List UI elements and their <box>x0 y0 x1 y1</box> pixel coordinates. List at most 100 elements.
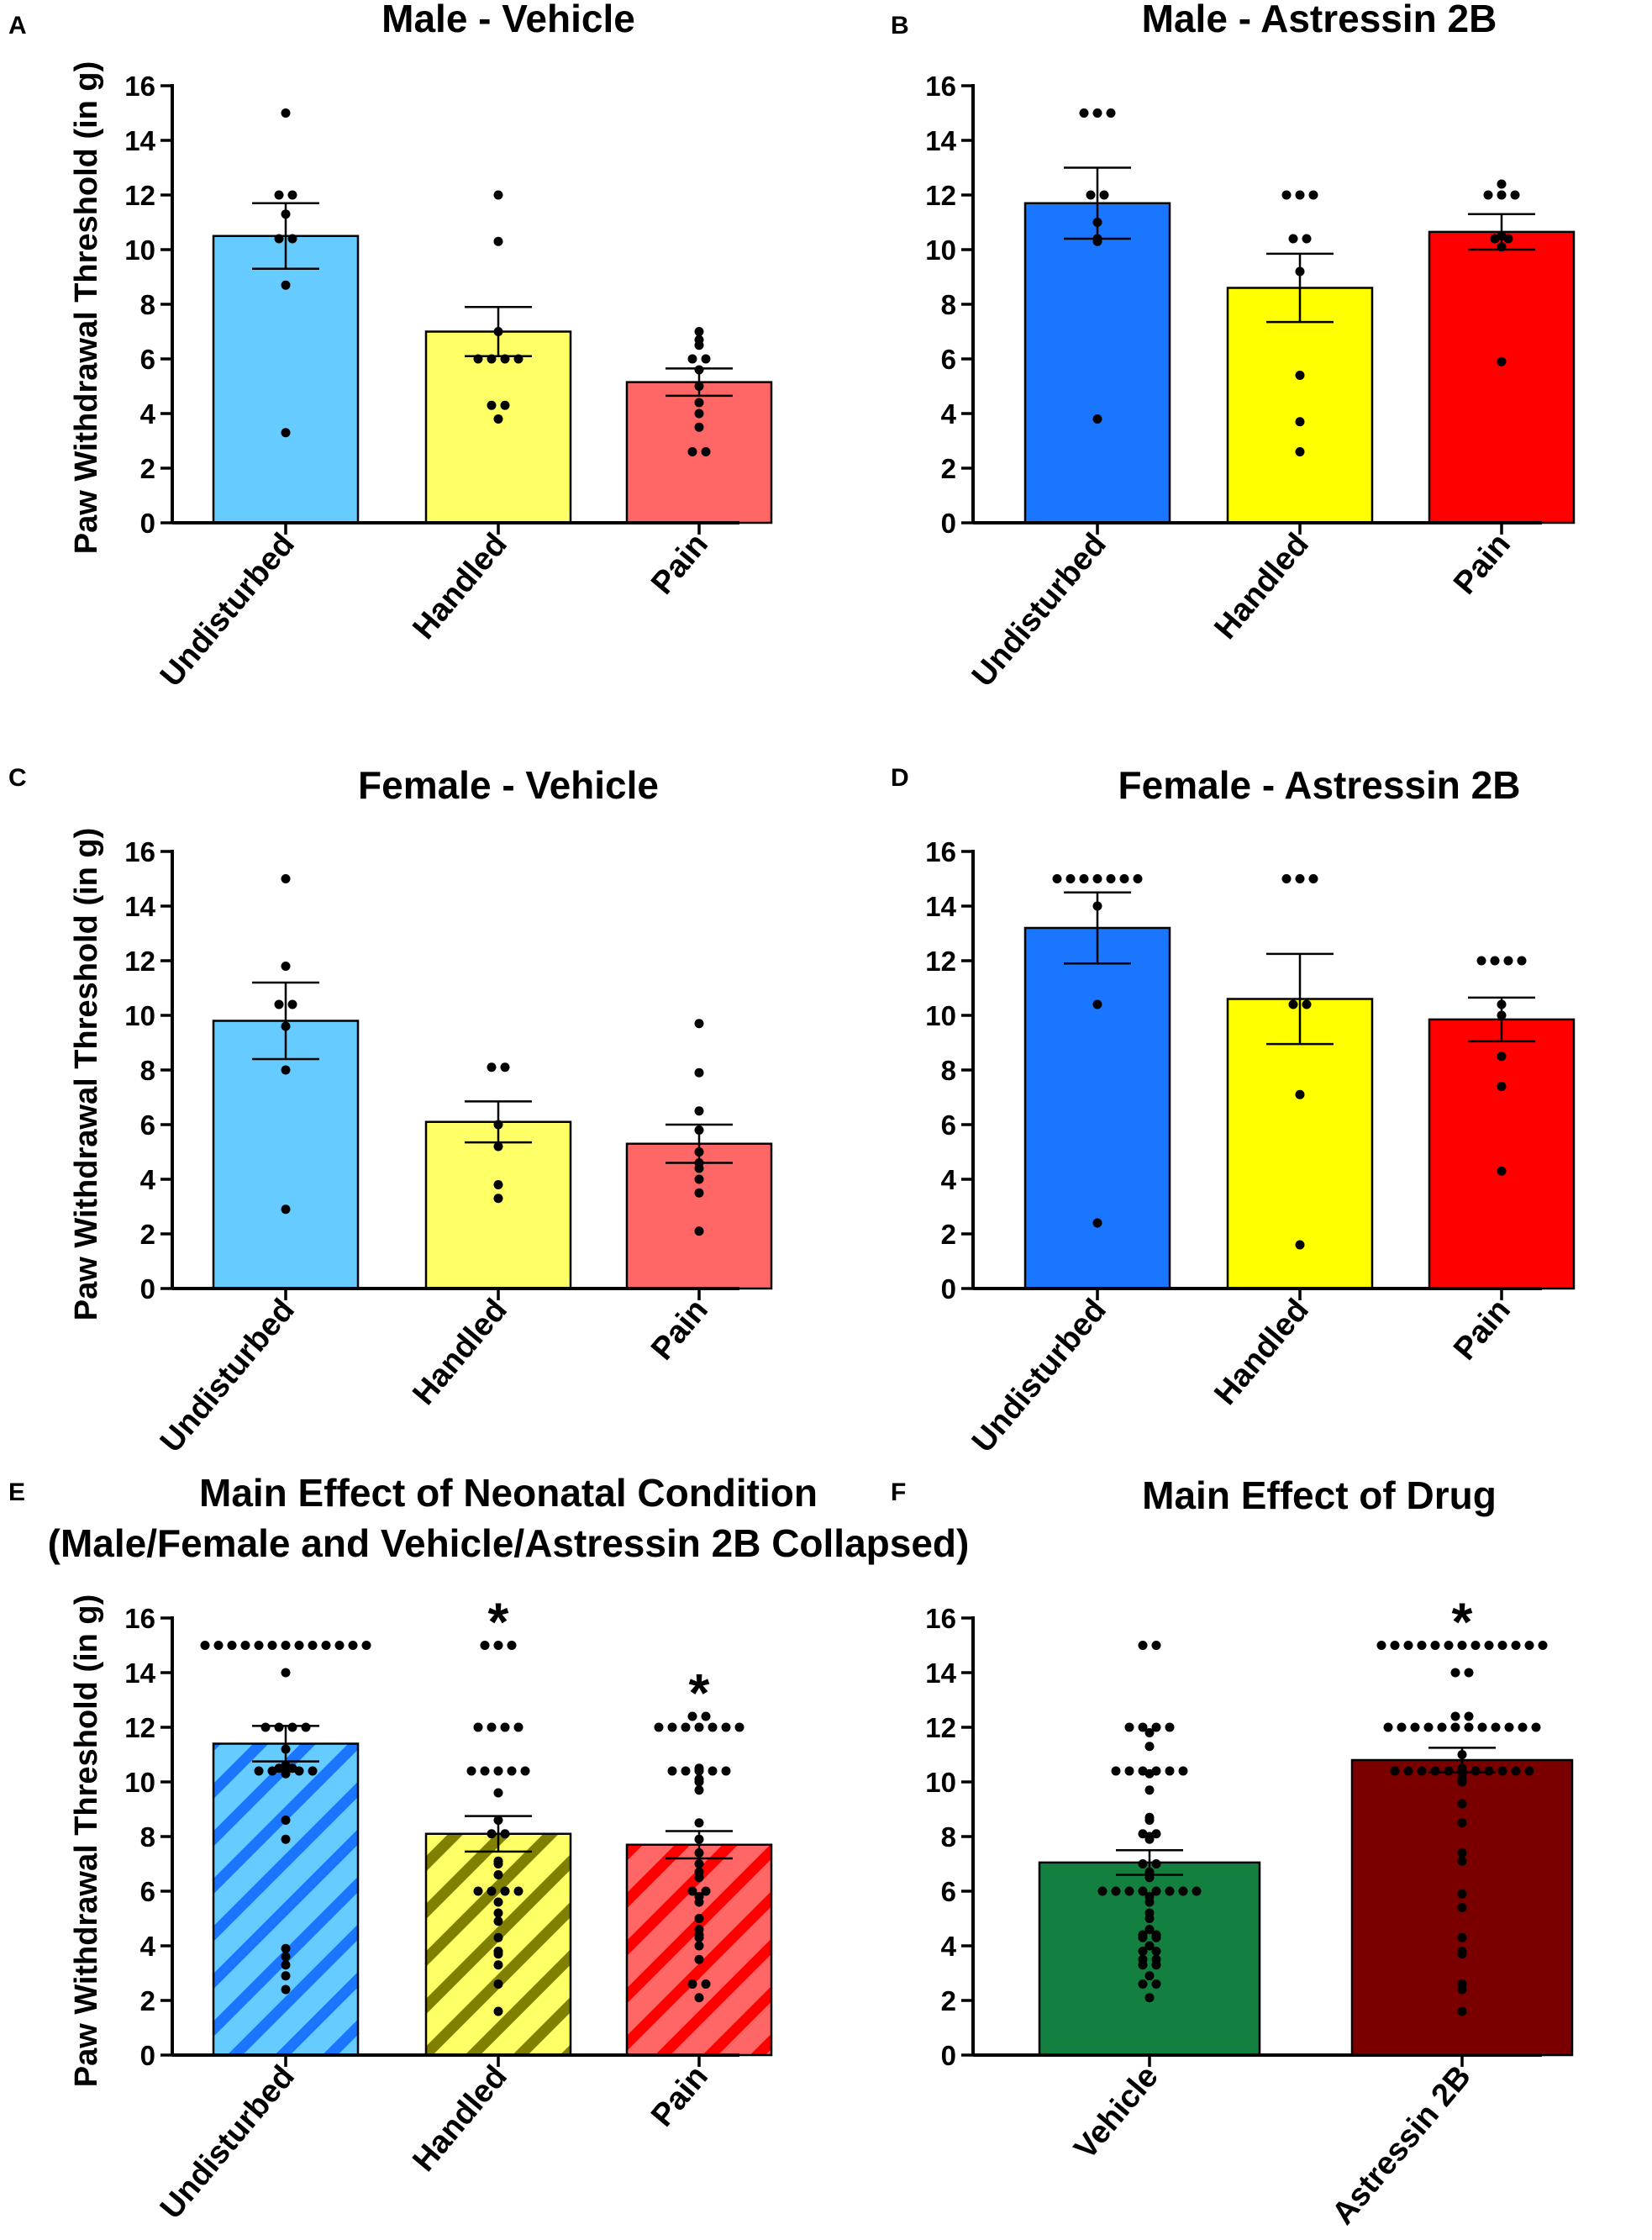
data-point <box>493 236 503 246</box>
y-tick-label: 4 <box>140 398 156 430</box>
data-point <box>1457 1799 1467 1809</box>
data-point <box>1403 1766 1413 1776</box>
data-point <box>493 1908 503 1918</box>
data-point <box>1503 234 1513 244</box>
data-point <box>1165 1722 1175 1732</box>
data-point <box>287 190 297 200</box>
x-category-label-pain: Pain <box>644 527 715 601</box>
data-point <box>1450 1668 1460 1678</box>
data-point <box>1464 1711 1474 1721</box>
data-point <box>1503 956 1513 966</box>
panel-letter-f: F <box>891 1478 906 1506</box>
plot-area-e: 0 2 4 6 8 10 12 14 16 Undisturbed Handled Pain * * <box>124 1592 773 2226</box>
data-point <box>1106 874 1116 883</box>
y-tick-label: 16 <box>925 836 956 867</box>
data-point <box>694 1914 704 1923</box>
data-point <box>1484 1766 1494 1776</box>
data-point <box>694 1873 704 1883</box>
plot-area-c: 0 2 4 6 8 10 12 14 16 Undisturbed Handled Pain <box>124 836 773 1459</box>
data-point <box>701 447 711 456</box>
data-point <box>708 1722 718 1732</box>
data-point <box>1144 1993 1155 2003</box>
data-point <box>694 1188 704 1198</box>
bar-undisturbed <box>212 1742 360 2057</box>
data-point <box>667 1766 677 1776</box>
data-point <box>1497 1641 1507 1650</box>
data-point <box>1065 874 1076 883</box>
data-point <box>1138 1722 1148 1732</box>
y-tick-label: 14 <box>124 1658 155 1689</box>
chart-title-c: Female - Vehicle <box>358 763 659 807</box>
data-point <box>1144 1728 1155 1737</box>
data-point <box>1308 190 1318 200</box>
data-point <box>1308 874 1318 883</box>
data-point <box>1178 1886 1188 1896</box>
data-point <box>1524 1766 1534 1776</box>
data-point <box>1151 1859 1161 1868</box>
data-point <box>1477 1722 1487 1732</box>
data-point <box>1430 1766 1440 1776</box>
y-tick-label: 12 <box>124 946 155 977</box>
data-point <box>493 1897 503 1907</box>
data-point <box>281 1668 291 1678</box>
data-point <box>687 1886 697 1896</box>
data-point <box>1086 190 1096 200</box>
y-tick-label: 10 <box>925 235 956 266</box>
data-point <box>687 1979 697 1989</box>
data-point <box>493 1960 503 1970</box>
y-tick-label: 8 <box>140 1055 155 1086</box>
data-point <box>493 190 503 200</box>
bar-undisturbed <box>212 1020 360 1290</box>
panel-letter-b: B <box>891 12 909 40</box>
y-tick-label: 4 <box>941 1931 957 1962</box>
data-point <box>694 1954 704 1964</box>
y-tick-label: 16 <box>925 71 956 102</box>
x-category-label-handled: Handled <box>1207 1293 1316 1412</box>
data-point <box>1444 1766 1454 1776</box>
chart-title-e: Main Effect of Neonatal Condition <box>199 1471 818 1515</box>
data-point <box>321 1641 331 1650</box>
y-tick-label: 4 <box>140 1931 156 1962</box>
data-point <box>701 1979 711 1989</box>
data-point <box>513 1886 523 1896</box>
data-point <box>1144 1897 1155 1907</box>
panel-f: F Main Effect of Drug 0 2 4 6 8 10 12 14 16 Vehic… <box>891 1473 1574 2232</box>
data-point <box>694 398 704 408</box>
y-tick-label: 0 <box>941 1273 956 1304</box>
data-point <box>480 1641 490 1650</box>
y-tick-label: 8 <box>140 289 155 320</box>
bar-undisturbed <box>1023 926 1171 1290</box>
y-tick-label: 2 <box>140 1219 155 1250</box>
significance-marker: * <box>1452 1592 1473 1652</box>
y-tick-label: 0 <box>941 2040 956 2071</box>
data-point <box>1464 1722 1474 1732</box>
y-tick-label: 16 <box>124 836 155 867</box>
y-tick-label: 4 <box>941 1164 957 1195</box>
data-point <box>694 422 704 432</box>
data-point <box>361 1641 371 1650</box>
data-point <box>694 1785 704 1795</box>
data-point <box>701 1711 711 1721</box>
data-point <box>1151 1979 1161 1989</box>
data-point <box>1099 190 1109 200</box>
data-point <box>281 874 291 883</box>
data-point <box>1430 1641 1440 1650</box>
data-point <box>287 1722 297 1732</box>
y-tick-label: 10 <box>925 1767 956 1798</box>
data-point <box>1144 1834 1155 1844</box>
chart-title-f: Main Effect of Drug <box>1142 1473 1497 1517</box>
plot-area-d: 0 2 4 6 8 10 12 14 16 Undisturbed Handled Pain <box>925 836 1576 1459</box>
data-point <box>694 1722 704 1732</box>
data-point <box>1295 447 1305 456</box>
data-point <box>1518 1722 1528 1732</box>
bar-undisturbed <box>212 235 360 524</box>
data-point <box>1288 234 1298 244</box>
panel-b: B Male - Astressin 2B 0 2 4 6 8 10 12 14 16 Undis… <box>891 0 1576 693</box>
x-category-label-handled: Handled <box>406 527 514 646</box>
data-point <box>1133 874 1143 883</box>
data-point <box>493 1641 503 1650</box>
data-point <box>1483 190 1493 200</box>
data-point <box>694 1859 704 1868</box>
y-tick-label: 10 <box>124 235 155 266</box>
data-point <box>254 1766 264 1776</box>
